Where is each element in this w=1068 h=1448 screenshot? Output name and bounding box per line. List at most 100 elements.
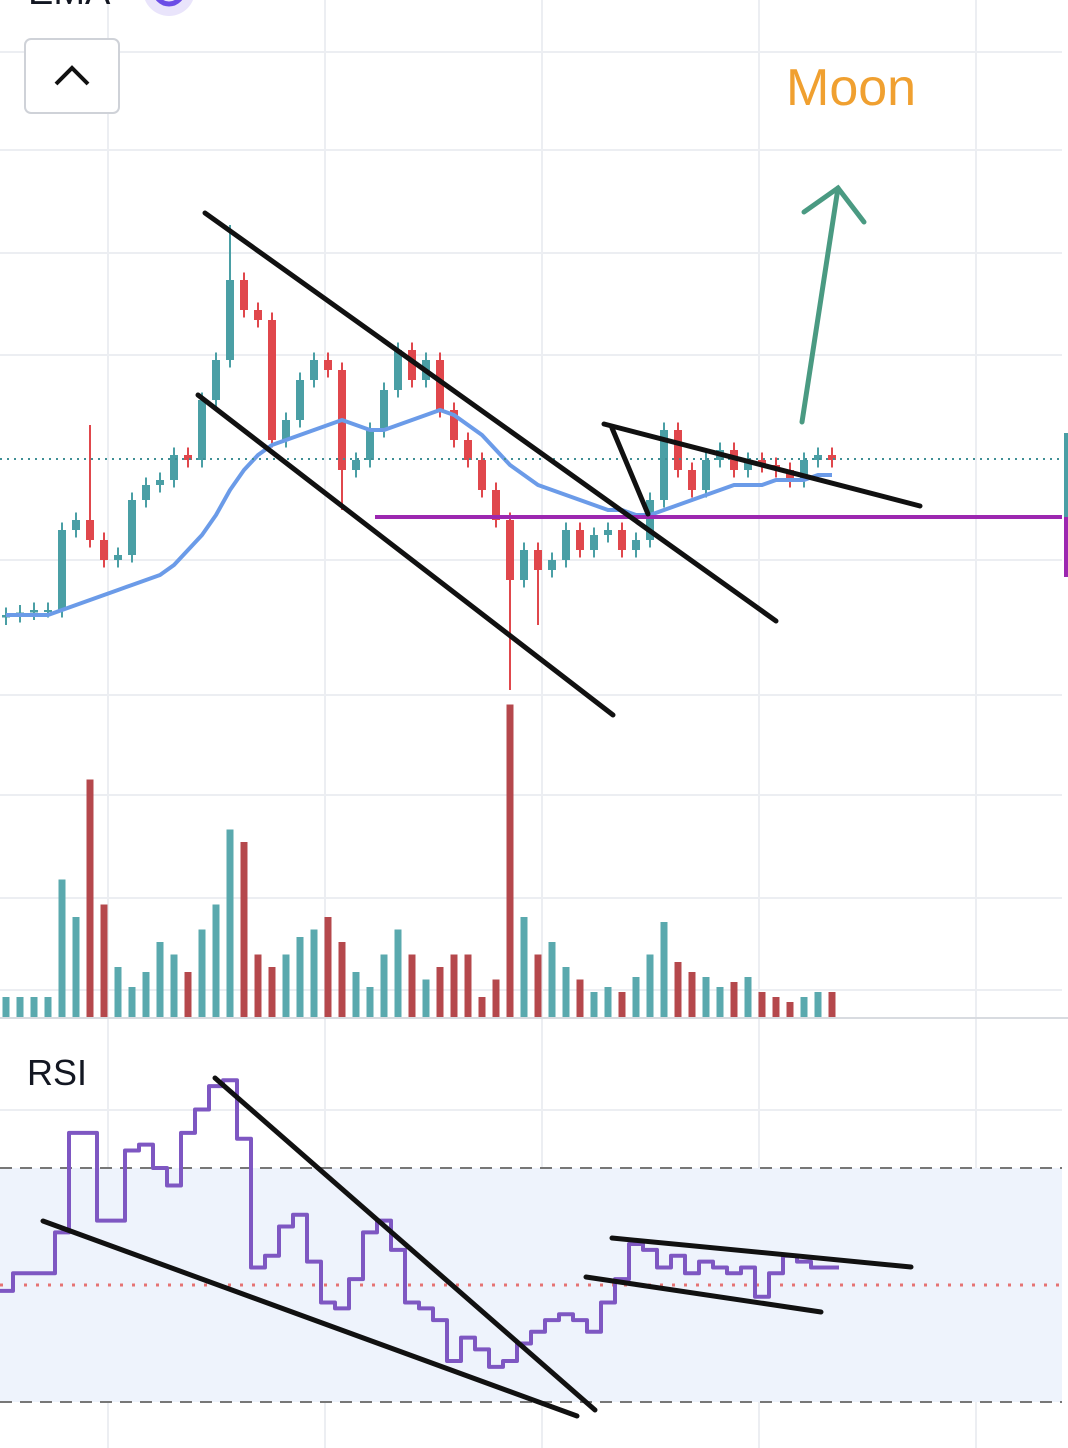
- candle-body: [380, 390, 388, 430]
- candle-body: [324, 360, 332, 370]
- volume-bar: [576, 979, 584, 1017]
- volume-bar: [296, 937, 304, 1017]
- volume-bar: [772, 997, 780, 1017]
- candle-body: [464, 440, 472, 460]
- candle-body: [548, 560, 556, 570]
- volume-bar: [618, 992, 626, 1017]
- volume-bar: [590, 992, 598, 1017]
- candle-body: [198, 400, 206, 460]
- volume-bar: [380, 954, 388, 1017]
- candle-body: [310, 360, 318, 380]
- legend-icon: [145, 0, 193, 16]
- candle-body: [660, 430, 668, 500]
- volume-bar: [758, 992, 766, 1017]
- candle-body: [786, 470, 794, 480]
- candle-body: [366, 430, 374, 460]
- candle-body: [800, 460, 808, 480]
- candle-body: [268, 320, 276, 440]
- volume-bar: [450, 954, 458, 1017]
- volume-bar: [282, 954, 290, 1017]
- candle-body: [702, 460, 710, 490]
- volume-bar: [828, 992, 836, 1017]
- volume-bar: [268, 967, 276, 1017]
- candle-body: [492, 490, 500, 520]
- volume-bar: [86, 779, 94, 1017]
- candle-body: [828, 455, 836, 460]
- volume-bar: [814, 992, 822, 1017]
- moon-arrow: [799, 184, 867, 425]
- candle-body: [128, 500, 136, 555]
- candle-body: [58, 530, 66, 610]
- candle-body: [72, 520, 80, 530]
- level-marker: [1064, 517, 1068, 577]
- volume-bar: [730, 982, 738, 1017]
- volume-bar: [352, 972, 360, 1017]
- candle-body: [184, 455, 192, 460]
- volume-bar: [506, 704, 514, 1017]
- volume-bar: [30, 997, 38, 1017]
- candle-body: [156, 480, 164, 485]
- candle-body: [408, 350, 416, 380]
- volume-bar: [254, 954, 262, 1017]
- rsi-title: RSI: [27, 1052, 87, 1093]
- volume-bar: [478, 997, 486, 1017]
- candle-body: [170, 455, 178, 480]
- candle-body: [142, 485, 150, 500]
- ema-line: [6, 408, 832, 617]
- volume-bar: [310, 929, 318, 1017]
- volume-bar: [170, 954, 178, 1017]
- marks: [0, 225, 1062, 1403]
- volume-bar: [240, 842, 248, 1017]
- candle-body: [506, 520, 514, 580]
- volume-bar: [44, 997, 52, 1017]
- volume-bar: [520, 917, 528, 1017]
- volume-bar: [548, 942, 556, 1017]
- candle-body: [520, 550, 528, 580]
- volume-bar: [422, 979, 430, 1017]
- candle-body: [618, 530, 626, 550]
- candle-body: [44, 610, 52, 612]
- candle-body: [604, 530, 612, 535]
- volume-bar: [660, 922, 668, 1017]
- trendlines: [40, 210, 923, 1419]
- candle-body: [674, 430, 682, 470]
- ema-legend: EMA: [28, 0, 111, 13]
- candle-body: [534, 550, 542, 570]
- volume-bar: [324, 917, 332, 1017]
- volume-bar: [338, 942, 346, 1017]
- candle-body: [30, 610, 38, 613]
- candle-body: [226, 280, 234, 360]
- volume-bar: [800, 997, 808, 1017]
- volume-bar: [16, 997, 24, 1017]
- candle-body: [394, 350, 402, 390]
- candle-body: [212, 360, 220, 400]
- volume-bar: [128, 987, 136, 1017]
- candle-body: [646, 500, 654, 540]
- candle-body: [744, 460, 752, 470]
- volume-bar: [198, 929, 206, 1017]
- candle-body: [632, 540, 640, 550]
- volume-bar: [436, 967, 444, 1017]
- volume-bar: [72, 917, 80, 1017]
- candle-body: [240, 280, 248, 310]
- candle-body: [254, 310, 262, 320]
- candle-body: [562, 530, 570, 560]
- candle-body: [296, 380, 304, 420]
- volume-bar: [408, 954, 416, 1017]
- volume-bar: [212, 904, 220, 1017]
- candle-body: [436, 360, 444, 410]
- volume-bar: [646, 954, 654, 1017]
- volume-bar: [156, 942, 164, 1017]
- legend-icon-ring: [155, 0, 183, 7]
- volume-bar: [702, 977, 710, 1017]
- volume-bar: [786, 1002, 794, 1017]
- volume-bar: [562, 967, 570, 1017]
- volume-bar: [142, 972, 150, 1017]
- moon-annotation: Moon: [786, 59, 916, 117]
- collapse-button[interactable]: [24, 38, 120, 114]
- volume-bar: [632, 977, 640, 1017]
- volume-bar: [534, 954, 542, 1017]
- candle-body: [86, 520, 94, 540]
- candle-body: [352, 460, 360, 470]
- volume-bar: [464, 954, 472, 1017]
